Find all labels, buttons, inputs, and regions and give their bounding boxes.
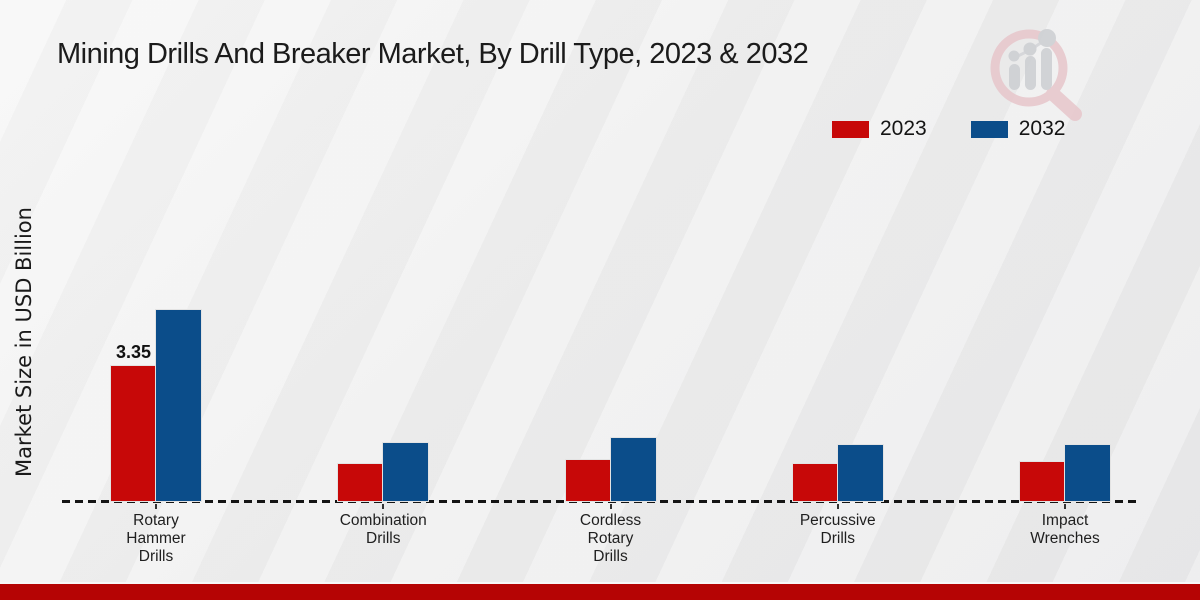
legend-item-2032: 2032: [970, 117, 1066, 141]
legend-label-2032: 2032: [1018, 117, 1066, 140]
x-axis-tick: [1064, 504, 1066, 509]
category-label-rotary-hammer-drills: Rotary Hammer Drills: [126, 512, 186, 565]
legend-swatch-2032: [970, 120, 1008, 138]
x-axis-tick: [382, 504, 385, 509]
bar-2023-percussive-drills: [792, 464, 838, 501]
brand-watermark-logo: [983, 26, 1095, 122]
bar-2023-impact-wrenches: [1020, 462, 1065, 501]
chart-title: Mining Drills And Breaker Market, By Dri…: [57, 38, 809, 70]
category-label-combination-drills: Combination Drills: [339, 512, 427, 547]
bar-2032-combination-drills: [383, 443, 429, 501]
legend: 2023 2032: [832, 117, 1065, 141]
bar-2023-combination-drills: [338, 464, 384, 501]
category-label-percussive-drills: Percussive Drills: [799, 512, 876, 547]
bar-value-label: 3.35: [115, 342, 152, 362]
x-axis-tick: [155, 504, 157, 509]
magnifier-growth-chart-icon: [990, 29, 1082, 121]
legend-item-2023: 2023: [832, 117, 927, 141]
bar-2023-rotary-hammer-drills: [111, 366, 156, 501]
bar-2032-rotary-hammer-drills: [156, 310, 201, 501]
category-label-impact-wrenches: Impact Wrenches: [1030, 512, 1100, 547]
x-axis-dashed-line: [62, 500, 1141, 503]
bar-2023-cordless-rotary-drills: [565, 460, 611, 501]
category-label-cordless-rotary-drills: Cordless Rotary Drills: [579, 512, 642, 565]
footer-bar: [0, 582, 1200, 600]
bar-2032-cordless-rotary-drills: [610, 438, 656, 501]
x-axis-tick: [836, 504, 839, 509]
x-axis-tick: [609, 504, 612, 509]
legend-label-2023: 2023: [880, 117, 927, 140]
bar-2032-impact-wrenches: [1065, 445, 1110, 501]
bar-2032-percussive-drills: [837, 445, 883, 501]
legend-swatch-2023: [832, 120, 869, 138]
